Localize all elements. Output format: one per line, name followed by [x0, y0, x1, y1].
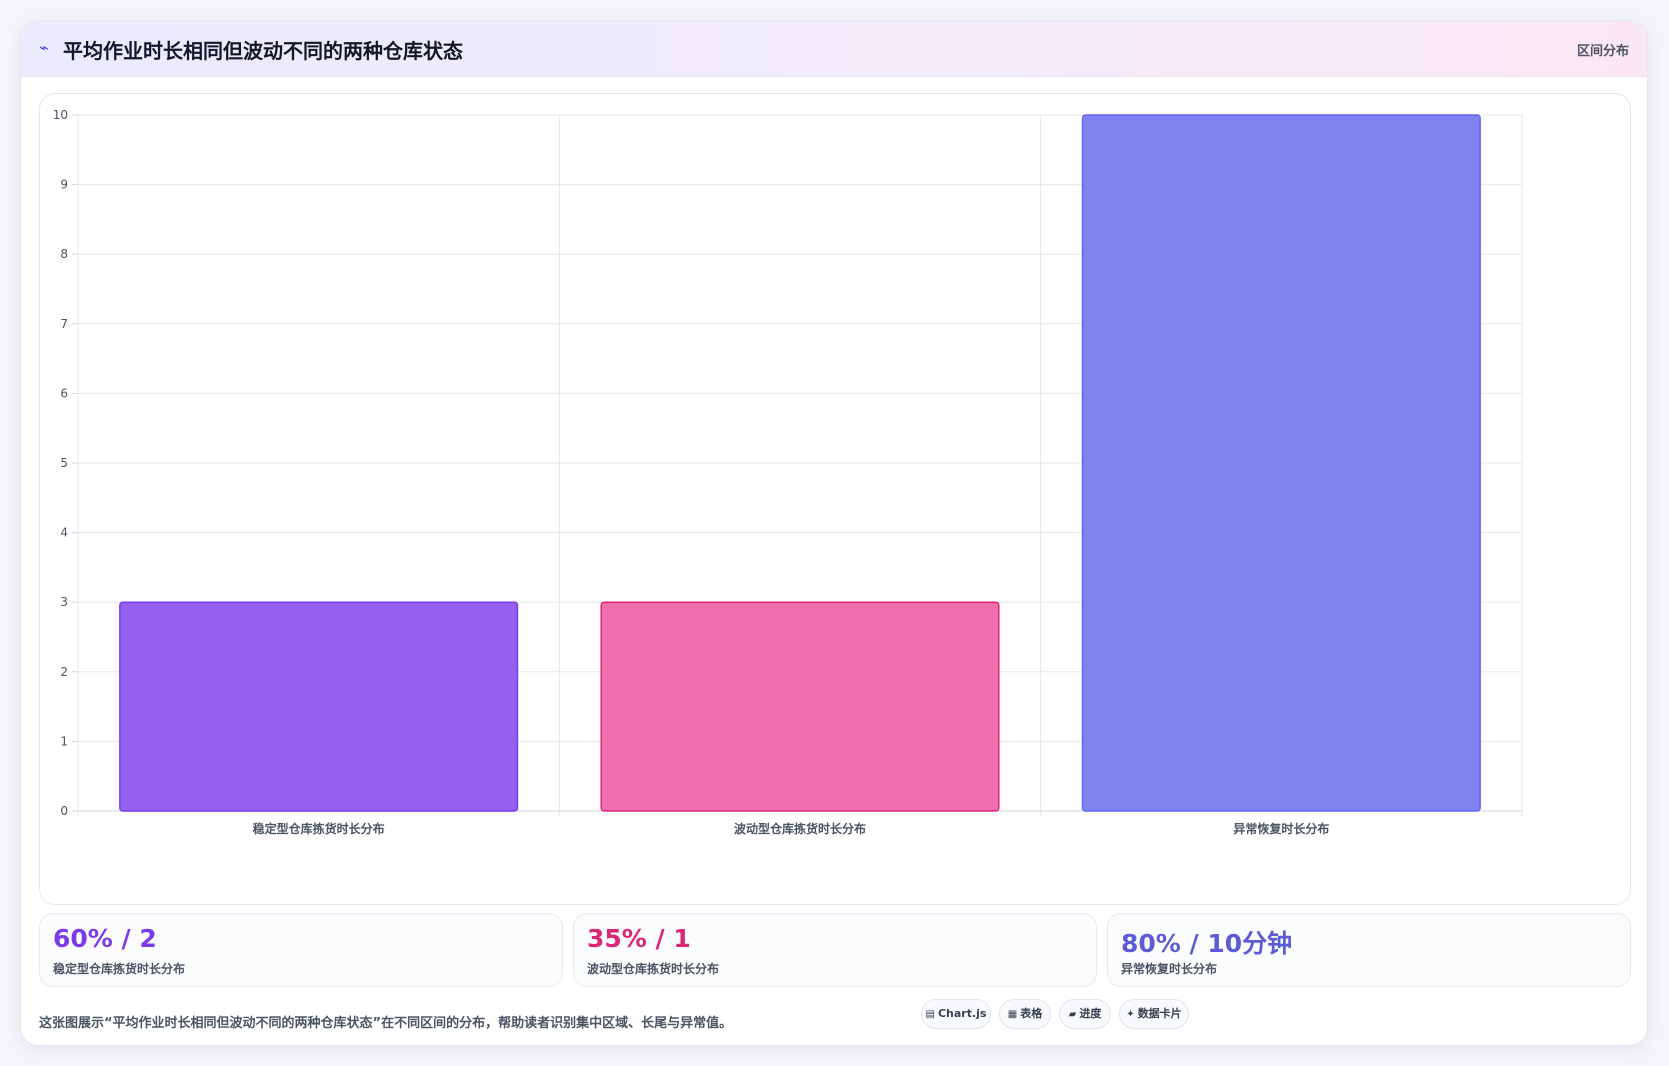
pill-label: 进度 — [1079, 1007, 1102, 1020]
y-tick-label: 3 — [60, 595, 68, 609]
x-tick-label: 波动型仓库拣货时长分布 — [734, 821, 866, 836]
bar — [119, 601, 519, 812]
pill-table[interactable]: ▦ 表格 — [999, 999, 1051, 1029]
y-tick-label: 0 — [60, 804, 68, 818]
pill-label: 表格 — [1020, 1007, 1043, 1020]
chart-icon: ▤ — [925, 1009, 935, 1020]
table-icon: ▦ — [1007, 1009, 1018, 1020]
progress-icon: ▰ — [1068, 1009, 1077, 1020]
y-tick-label: 10 — [53, 108, 68, 122]
sparkle-icon: ✦ — [1126, 1009, 1135, 1020]
pill-label: 数据卡片 — [1137, 1007, 1182, 1020]
bar-chart: 0 1 2 3 4 5 6 7 8 9 10 稳定型仓库拣货时长分布 波动型仓库拣货时长分布 异常恢复时长… — [53, 108, 1523, 836]
y-tick-label: 5 — [60, 456, 68, 470]
y-tick-label: 2 — [60, 665, 68, 679]
y-tick-label: 9 — [60, 178, 68, 192]
stat-value: 60% / 2 — [53, 924, 157, 953]
chart-panel: 0 1 2 3 4 5 6 7 8 9 10 稳定型仓库拣货时长分布 波动型仓库拣货时长分布 异常恢复时长… — [39, 93, 1631, 905]
stat-value: 35% / 1 — [587, 924, 691, 953]
chart-description: 这张图展示“平均作业时长相同但波动不同的两种仓库状态”在不同区间的分布，帮助读者… — [39, 1016, 733, 1031]
stat-card-recovery: 80% / 10分钟 异常恢复时长分布 — [1107, 913, 1631, 987]
chart-type-tag: 区间分布 — [1576, 44, 1629, 59]
y-tick-label: 4 — [60, 526, 68, 540]
stat-label: 波动型仓库拣货时长分布 — [587, 962, 720, 976]
pill-label: Chart.js — [937, 1007, 987, 1020]
stat-card-stable: 60% / 2 稳定型仓库拣货时长分布 — [39, 913, 563, 987]
stat-label: 稳定型仓库拣货时长分布 — [53, 962, 186, 976]
stat-label: 异常恢复时长分布 — [1121, 962, 1218, 976]
pill-progress[interactable]: ▰ 进度 — [1059, 999, 1111, 1029]
chart-title-icon: ⌁ — [39, 38, 49, 57]
stat-cards: 60% / 2 稳定型仓库拣货时长分布 35% / 1 波动型仓库拣货时长分布 … — [39, 913, 1631, 987]
stat-card-volatile: 35% / 1 波动型仓库拣货时长分布 — [573, 913, 1097, 987]
x-tick-label: 稳定型仓库拣货时长分布 — [253, 821, 385, 836]
bar — [1081, 114, 1481, 812]
pill-data-card[interactable]: ✦ 数据卡片 — [1119, 999, 1189, 1029]
y-tick-label: 7 — [60, 317, 68, 331]
card-header: ⌁ 平均作业时长相同但波动不同的两种仓库状态 区间分布 — [21, 21, 1647, 77]
x-tick-label: 异常恢复时长分布 — [1233, 821, 1329, 836]
y-tick-label: 6 — [60, 386, 68, 400]
y-tick-label: 1 — [60, 734, 68, 748]
stat-value: 80% / 10分钟 — [1121, 929, 1293, 958]
pill-chartjs[interactable]: ▤ Chart.js — [921, 999, 991, 1029]
bar — [600, 601, 1000, 812]
chart-title: 平均作业时长相同但波动不同的两种仓库状态 — [63, 39, 463, 63]
y-tick-label: 8 — [60, 247, 68, 261]
chart-card: ⌁ 平均作业时长相同但波动不同的两种仓库状态 区间分布 0 1 2 3 4 5 6 7 8 9 10… — [20, 20, 1648, 1046]
